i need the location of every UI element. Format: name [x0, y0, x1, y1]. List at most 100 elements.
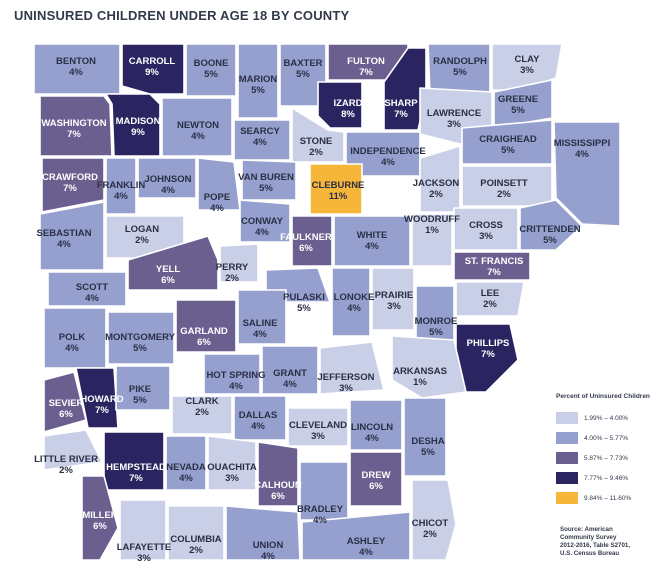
county-pct-label: 5%	[133, 343, 147, 354]
county-sebastian	[39, 201, 105, 271]
county-name-label: PHILLIPS	[467, 338, 510, 349]
county-woodruff	[411, 213, 453, 267]
county-name-label: INDEPENDENCE	[350, 146, 426, 157]
county-name-label: MISSISSIPPI	[554, 138, 611, 149]
county-name-label: CROSS	[469, 220, 503, 231]
county-pct-label: 1%	[425, 225, 439, 236]
legend-label: 4.00% – 5.77%	[584, 434, 629, 442]
county-name-label: BENTON	[56, 56, 96, 67]
county-name-label: MONTGOMERY	[105, 332, 176, 343]
county-name-label: FULTON	[347, 56, 385, 67]
county-name-label: HOWARD	[80, 394, 123, 405]
county-pct-label: 6%	[369, 481, 383, 492]
county-union	[225, 505, 301, 561]
county-name-label: RANDOLPH	[433, 56, 487, 67]
county-name-label: CHICOT	[412, 518, 449, 529]
county-name-label: SALINE	[243, 318, 278, 329]
county-pct-label: 6%	[93, 521, 107, 532]
county-scott	[47, 271, 127, 307]
county-pct-label: 2%	[423, 529, 437, 540]
county-pct-label: 11%	[329, 191, 348, 202]
county-name-label: STONE	[300, 136, 333, 147]
county-name-label: NEWTON	[177, 120, 219, 131]
county-cleveland	[287, 407, 349, 447]
county-pct-label: 3%	[225, 473, 239, 484]
county-pct-label: 6%	[197, 337, 211, 348]
county-boone	[185, 43, 237, 97]
county-pct-label: 2%	[429, 189, 443, 200]
legend: Percent of Uninsured Children 1.99% – 4.…	[556, 393, 666, 508]
county-name-label: CLEBURNE	[312, 180, 365, 191]
county-pct-label: 2%	[135, 235, 149, 246]
county-name-label: CLEVELAND	[289, 420, 347, 431]
county-name-label: ST. FRANCIS	[465, 256, 524, 267]
county-washington	[39, 95, 113, 157]
county-name-label: PIKE	[129, 384, 151, 395]
county-chicot	[411, 479, 457, 561]
county-name-label: CRAWFORD	[42, 172, 98, 183]
county-pct-label: 4%	[161, 185, 175, 196]
county-calhoun	[257, 441, 299, 507]
county-name-label: MADISON	[116, 116, 161, 127]
county-name-label: SEBASTIAN	[37, 228, 92, 239]
county-name-label: FAULKNER	[280, 232, 332, 243]
county-name-label: CONWAY	[241, 216, 284, 227]
county-grant	[261, 345, 319, 395]
county-johnson	[137, 157, 197, 199]
county-name-label: OUACHITA	[207, 462, 257, 473]
county-greene	[493, 79, 553, 129]
county-name-label: JEFFERSON	[317, 372, 374, 383]
county-name-label: LITTLE RIVER	[34, 454, 98, 465]
county-columbia	[167, 505, 225, 561]
county-pct-label: 3%	[479, 231, 493, 242]
county-name-label: CLAY	[515, 54, 541, 65]
county-garland	[175, 299, 237, 353]
county-pct-label: 4%	[179, 473, 193, 484]
county-name-label: UNION	[253, 540, 284, 551]
county-pike	[115, 365, 171, 411]
county-pct-label: 5%	[296, 69, 310, 80]
county-madison	[105, 93, 161, 157]
county-pct-label: 7%	[359, 67, 373, 78]
county-searcy	[233, 119, 291, 161]
county-name-label: HOT SPRING	[206, 370, 265, 381]
county-name-label: PERRY	[216, 262, 249, 273]
county-pct-label: 2%	[483, 299, 497, 310]
county-pct-label: 5%	[429, 327, 443, 338]
county-pct-label: 4%	[575, 149, 589, 160]
county-izard	[317, 81, 363, 129]
legend-label: 1.99% – 4.00%	[584, 414, 629, 422]
county-pct-label: 7%	[95, 405, 109, 416]
county-crawford	[41, 157, 105, 213]
legend-item: 1.99% – 4.00%	[556, 408, 666, 428]
county-name-label: GREENE	[498, 94, 538, 105]
county-pct-label: 9%	[145, 67, 159, 78]
county-crittenden	[519, 199, 583, 251]
county-nevada	[165, 435, 207, 491]
county-lafayette	[119, 499, 167, 561]
county-desha	[403, 397, 447, 477]
county-pct-label: 2%	[195, 407, 209, 418]
county-yell	[127, 235, 219, 291]
county-name-label: CRITTENDEN	[519, 224, 580, 235]
county-pct-label: 5%	[251, 85, 265, 96]
county-pct-label: 3%	[387, 301, 401, 312]
county-name-label: VAN BUREN	[238, 172, 294, 183]
county-howard	[75, 367, 119, 429]
county-montgomery	[107, 311, 175, 365]
county-little-river	[43, 429, 103, 471]
legend-swatch	[556, 412, 578, 424]
county-hot-spring	[203, 353, 261, 395]
county-name-label: MILLER	[82, 510, 117, 521]
county-name-label: GARLAND	[180, 326, 228, 337]
county-pct-label: 4%	[69, 67, 83, 78]
county-pct-label: 5%	[421, 447, 435, 458]
county-pct-label: 4%	[57, 239, 71, 250]
county-saline	[237, 289, 287, 345]
county-name-label: PRAIRIE	[375, 290, 414, 301]
county-name-label: LAWRENCE	[427, 108, 481, 119]
county-faulkner	[291, 215, 333, 267]
county-pct-label: 5%	[511, 105, 525, 116]
county-drew	[349, 451, 403, 507]
county-pct-label: 5%	[543, 235, 557, 246]
